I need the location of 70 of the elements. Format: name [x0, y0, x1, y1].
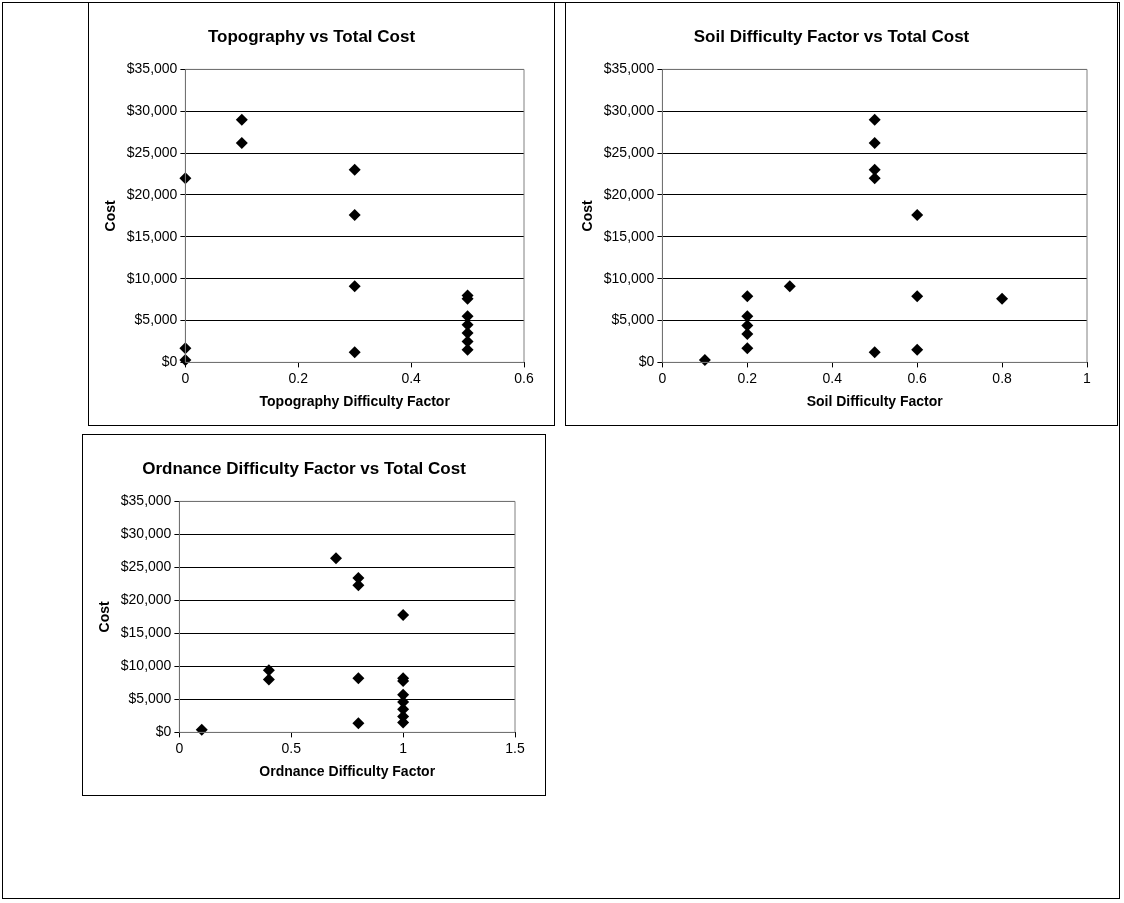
- y-tick-label: $25,000: [126, 143, 178, 160]
- x-axis-title: Ordnance Difficulty Factor: [259, 763, 436, 780]
- y-tick-label: $10,000: [120, 657, 172, 674]
- point: [868, 346, 881, 359]
- point: [868, 137, 881, 150]
- point: [195, 723, 208, 736]
- y-tick-label: $30,000: [120, 525, 172, 542]
- y-tick-label: $5,000: [134, 311, 178, 328]
- point: [868, 113, 881, 126]
- point: [741, 342, 754, 355]
- point: [348, 280, 361, 293]
- y-tick-label: $25,000: [120, 558, 172, 575]
- chart-title: Ordnance Difficulty Factor vs Total Cost: [142, 458, 467, 478]
- x-tick-label: 0: [181, 369, 190, 386]
- x-tick-label: 1.5: [505, 739, 525, 756]
- point: [352, 672, 365, 685]
- point: [235, 113, 248, 126]
- y-tick-label: $20,000: [126, 185, 178, 202]
- x-tick-label: 0.4: [401, 369, 422, 386]
- y-tick-label: $5,000: [611, 311, 655, 328]
- x-axis-title: Topography Difficulty Factor: [259, 393, 451, 410]
- y-tick-label: $35,000: [120, 492, 172, 509]
- point: [352, 717, 365, 730]
- chart-title: Topography vs Total Cost: [207, 26, 416, 46]
- point: [911, 343, 924, 356]
- y-tick-label: $10,000: [603, 269, 655, 286]
- x-tick-label: 1: [1083, 369, 1092, 386]
- x-tick-label: 0.5: [281, 739, 302, 756]
- y-tick-label: $30,000: [126, 102, 178, 119]
- y-tick-label: $15,000: [120, 624, 172, 641]
- x-tick-label: 0.6: [907, 369, 928, 386]
- x-tick-label: 0.2: [288, 369, 309, 386]
- point: [741, 290, 754, 303]
- point: [235, 137, 248, 150]
- y-tick-label: $35,000: [126, 60, 178, 77]
- x-tick-label: 0: [175, 739, 184, 756]
- y-tick-label: $0: [638, 353, 655, 370]
- point: [911, 209, 924, 222]
- y-tick-label: $0: [155, 723, 172, 740]
- y-axis-title: Cost: [102, 200, 119, 232]
- x-axis-title: Soil Difficulty Factor: [806, 393, 944, 410]
- y-tick-label: $35,000: [603, 60, 655, 77]
- point: [783, 280, 796, 293]
- y-tick-label: $20,000: [120, 591, 172, 608]
- x-tick-label: 0.2: [737, 369, 758, 386]
- y-tick-label: $5,000: [128, 690, 172, 707]
- y-tick-label: $20,000: [603, 185, 655, 202]
- x-tick-label: 1: [399, 739, 408, 756]
- y-tick-label: $10,000: [126, 269, 178, 286]
- y-tick-label: $15,000: [603, 227, 655, 244]
- point: [348, 346, 361, 359]
- x-tick-label: 0.4: [822, 369, 843, 386]
- chart-title: Soil Difficulty Factor vs Total Cost: [693, 26, 970, 46]
- y-axis-title: Cost: [579, 200, 596, 232]
- y-tick-label: $25,000: [603, 143, 655, 160]
- x-tick-label: 0.8: [992, 369, 1013, 386]
- y-tick-label: $15,000: [126, 227, 178, 244]
- point: [698, 353, 711, 366]
- y-tick-label: $0: [161, 353, 178, 370]
- x-tick-label: 0: [658, 369, 667, 386]
- point: [262, 673, 275, 686]
- point: [348, 163, 361, 176]
- point: [996, 292, 1009, 305]
- y-tick-label: $30,000: [603, 102, 655, 119]
- point: [397, 608, 410, 621]
- point: [911, 290, 924, 303]
- x-tick-label: 0.6: [514, 369, 534, 386]
- y-axis-title: Cost: [96, 601, 113, 633]
- point: [330, 552, 343, 565]
- point: [348, 209, 361, 222]
